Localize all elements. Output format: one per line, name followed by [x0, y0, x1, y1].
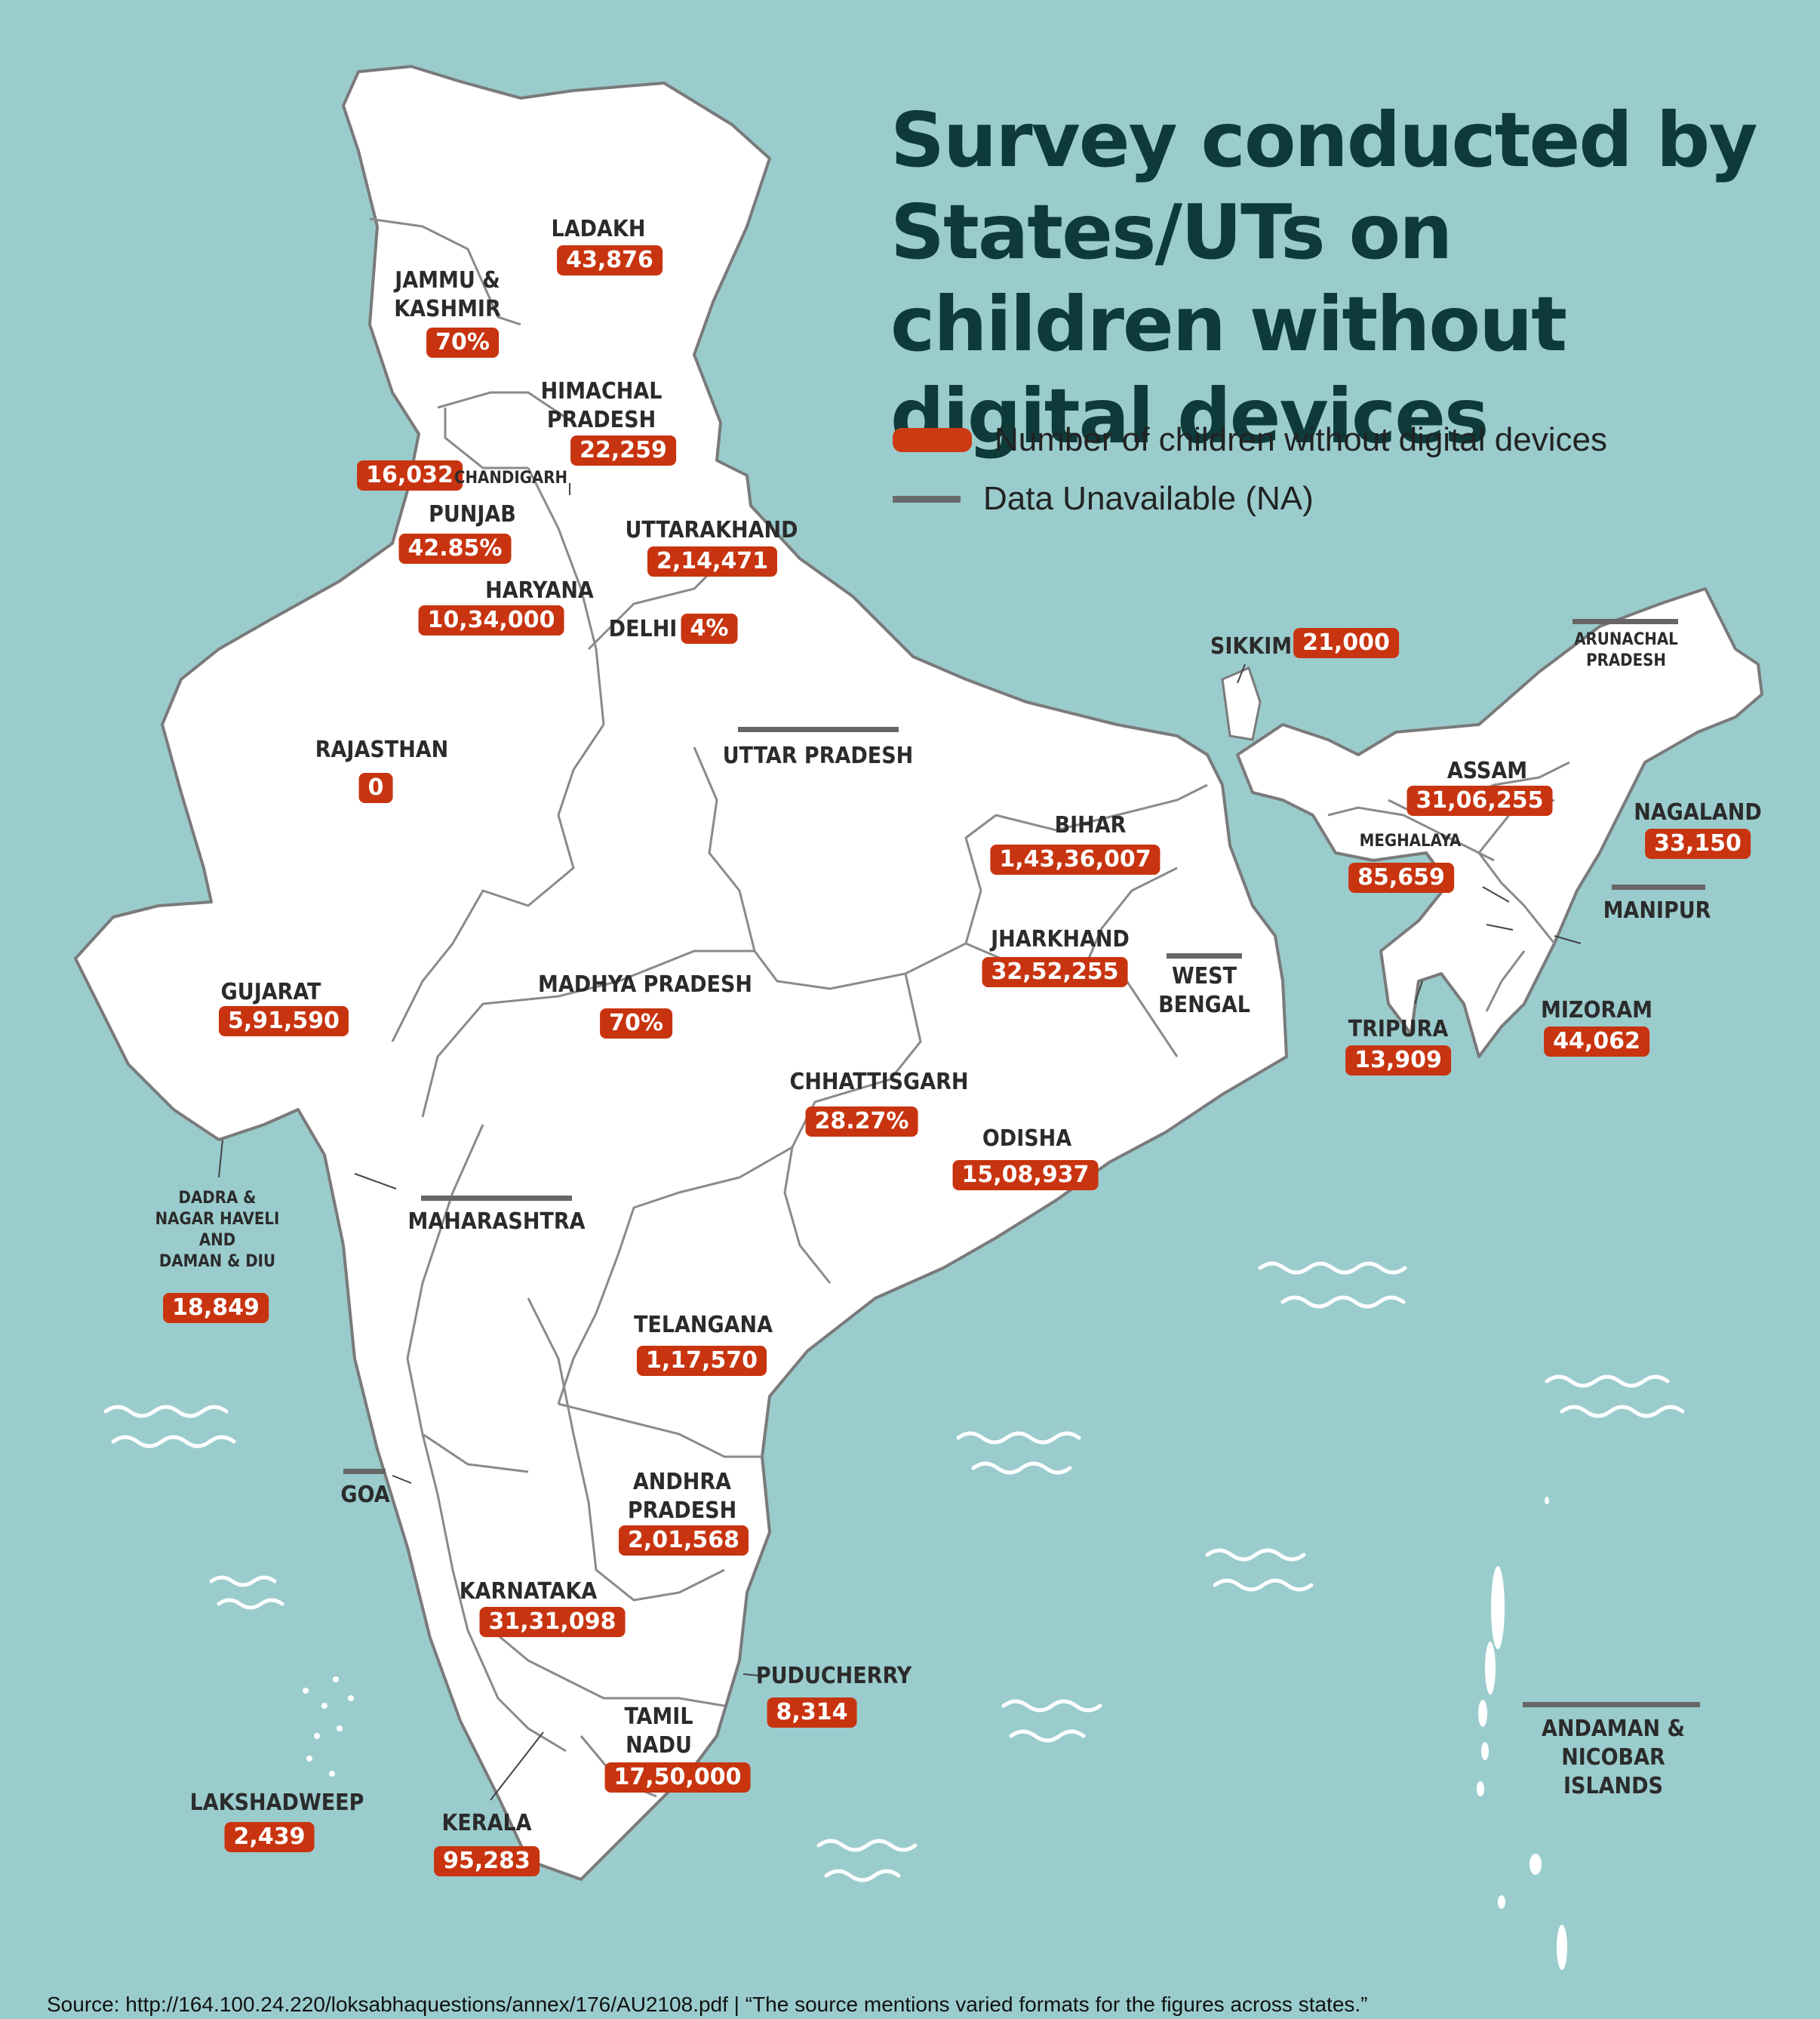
- label-andaman: ANDAMAN & NICOBAR ISLANDS: [1541, 1716, 1686, 1799]
- na-goa: [343, 1469, 386, 1474]
- value-gujarat: 5,91,590: [218, 1006, 349, 1036]
- legend-na: Data Unavailable (NA): [893, 480, 1314, 518]
- value-punjab: 42.85%: [398, 534, 512, 564]
- value-jharkhand: 32,52,255: [982, 957, 1128, 987]
- label-goa: GOA: [340, 1482, 390, 1508]
- value-chandigarh: 16,032: [357, 460, 463, 491]
- value-andhra: 2,01,568: [618, 1525, 749, 1556]
- label-rajasthan: RAJASTHAN: [315, 737, 449, 763]
- source-note: Source: http://164.100.24.220/loksabhaqu…: [47, 1993, 1368, 2016]
- value-tripura: 13,909: [1345, 1045, 1451, 1076]
- value-haryana: 10,34,000: [418, 605, 564, 636]
- andaman-islands: [1477, 1497, 1567, 1970]
- na-uttar-pradesh: [738, 727, 899, 732]
- decorative-waves: [103, 1261, 1685, 1882]
- value-kerala: 95,283: [434, 1846, 540, 1876]
- label-tamil-nadu: TAMIL NADU: [624, 1704, 693, 1759]
- value-uttarakhand: 2,14,471: [647, 546, 778, 577]
- value-sikkim: 21,000: [1293, 628, 1399, 658]
- value-lakshadweep: 2,439: [224, 1822, 315, 1852]
- label-odisha: ODISHA: [982, 1125, 1072, 1152]
- label-himachal: HIMACHAL PRADESH: [540, 378, 663, 433]
- na-maharashtra: [421, 1196, 572, 1201]
- value-jammu-kashmir: 70%: [426, 328, 499, 358]
- label-assam: ASSAM: [1446, 758, 1528, 784]
- label-madhya-pradesh: MADHYA PRADESH: [537, 971, 753, 998]
- value-madhya-pradesh: 70%: [600, 1008, 672, 1039]
- legend-value-swatch: [893, 428, 972, 452]
- label-arunachal: ARUNACHAL PRADESH: [1574, 630, 1678, 670]
- legend-na-label: Data Unavailable (NA): [983, 480, 1314, 517]
- value-chhattisgarh: 28.27%: [805, 1106, 918, 1137]
- label-meghalaya: MEGHALAYA: [1359, 832, 1462, 851]
- label-kerala: KERALA: [441, 1810, 532, 1836]
- value-himachal: 22,259: [570, 436, 676, 466]
- label-bihar: BIHAR: [1054, 812, 1127, 839]
- label-jammu-kashmir: JAMMU & KASHMIR: [394, 267, 501, 322]
- value-dadra: 18,849: [163, 1293, 269, 1323]
- legend-na-swatch: [893, 495, 961, 503]
- value-delhi: 4%: [681, 614, 738, 644]
- label-maharashtra: MAHARASHTRA: [407, 1208, 586, 1235]
- label-chhattisgarh: CHHATTISGARH: [789, 1069, 969, 1095]
- label-ladakh: LADAKH: [551, 216, 646, 242]
- value-assam: 31,06,255: [1407, 786, 1553, 816]
- label-chandigarh: CHANDIGARH: [453, 469, 568, 488]
- label-karnataka: KARNATAKA: [459, 1578, 598, 1605]
- label-mizoram: MIZORAM: [1541, 997, 1652, 1023]
- label-puducherry: PUDUCHERRY: [755, 1663, 912, 1689]
- legend-value-label: Number of children without digital devic…: [995, 421, 1607, 458]
- na-andaman: [1523, 1702, 1700, 1707]
- map-title: Survey conducted by States/UTs on childr…: [890, 96, 1758, 460]
- label-west-bengal: WEST BENGAL: [1158, 963, 1250, 1018]
- label-delhi: DELHI: [608, 616, 678, 642]
- label-sikkim: SIKKIM: [1210, 633, 1293, 660]
- na-west-bengal: [1167, 953, 1242, 959]
- value-odisha: 15,08,937: [952, 1160, 1099, 1190]
- label-andhra: ANDHRA PRADESH: [627, 1469, 737, 1524]
- value-nagaland: 33,150: [1645, 829, 1751, 859]
- value-karnataka: 31,31,098: [479, 1607, 626, 1637]
- label-dadra: DADRA & NAGAR HAVELI AND DAMAN & DIU: [155, 1189, 280, 1271]
- label-lakshadweep: LAKSHADWEEP: [189, 1790, 364, 1816]
- value-meghalaya: 85,659: [1348, 863, 1454, 893]
- value-puducherry: 8,314: [767, 1697, 857, 1728]
- legend-value: Number of children without digital devic…: [893, 421, 1607, 459]
- label-jharkhand: JHARKHAND: [991, 926, 1130, 953]
- value-tamil-nadu: 17,50,000: [604, 1762, 751, 1793]
- sikkim-shape: [1221, 666, 1262, 741]
- value-ladakh: 43,876: [557, 245, 663, 275]
- value-rajasthan: 0: [358, 773, 393, 803]
- label-punjab: PUNJAB: [429, 501, 516, 528]
- label-telangana: TELANGANA: [633, 1312, 773, 1338]
- label-manipur: MANIPUR: [1603, 897, 1711, 924]
- india-mainland: [74, 65, 1288, 1881]
- label-uttar-pradesh: UTTAR PRADESH: [722, 743, 914, 769]
- value-bihar: 1,43,36,007: [990, 845, 1161, 875]
- leader-lines: [218, 483, 1582, 1801]
- label-uttarakhand: UTTARAKHAND: [625, 517, 798, 543]
- na-manipur: [1612, 885, 1705, 890]
- value-mizoram: 44,062: [1544, 1026, 1649, 1057]
- na-arunachal: [1573, 619, 1678, 624]
- label-gujarat: GUJARAT: [220, 979, 321, 1005]
- label-nagaland: NAGALAND: [1634, 799, 1762, 826]
- label-haryana: HARYANA: [485, 577, 594, 604]
- label-tripura: TRIPURA: [1348, 1016, 1449, 1042]
- lakshadweep-islands: [303, 1676, 354, 1777]
- value-telangana: 1,17,570: [636, 1346, 767, 1376]
